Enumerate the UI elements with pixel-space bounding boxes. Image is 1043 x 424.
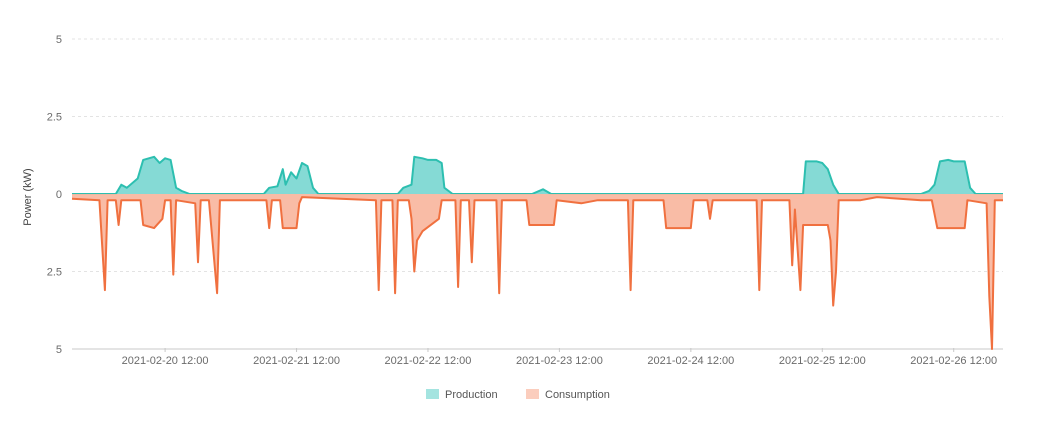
production-line — [72, 155, 1003, 195]
x-tick-label: 2021-02-25 12:00 — [779, 355, 866, 367]
legend-swatch — [426, 389, 439, 399]
axis-layer: 5 2.5 0 2.5 5 2021-02-20 12:00 2021-02-21 12:0… — [47, 34, 997, 367]
x-tick-label: 2021-02-23 12:00 — [516, 355, 603, 367]
y-tick-label: 5 — [56, 344, 62, 356]
x-tick-label: 2021-02-26 12:00 — [910, 355, 997, 367]
x-tick-label: 2021-02-20 12:00 — [122, 355, 209, 367]
legend-item-production[interactable]: Production — [426, 389, 498, 401]
y-tick-label: 0 — [56, 189, 62, 201]
y-tick-label: 2.5 — [47, 267, 62, 279]
series-layer — [71, 155, 1003, 350]
x-tick-label: 2021-02-21 12:00 — [253, 355, 340, 367]
legend-label: Consumption — [545, 389, 610, 401]
production-area — [72, 156, 1003, 194]
legend-swatch — [526, 389, 539, 399]
legend-label: Production — [445, 389, 498, 401]
y-tick-label: 5 — [56, 34, 62, 46]
legend-item-consumption[interactable]: Consumption — [526, 389, 610, 401]
x-tick-label: 2021-02-22 12:00 — [385, 355, 472, 367]
y-tick-label: 2.5 — [47, 112, 62, 124]
legend[interactable]: Production Consumption — [426, 389, 610, 401]
x-tick-label: 2021-02-24 12:00 — [647, 355, 734, 367]
y-axis-title: Power (kW) — [22, 168, 34, 225]
consumption-line — [71, 196, 1003, 350]
